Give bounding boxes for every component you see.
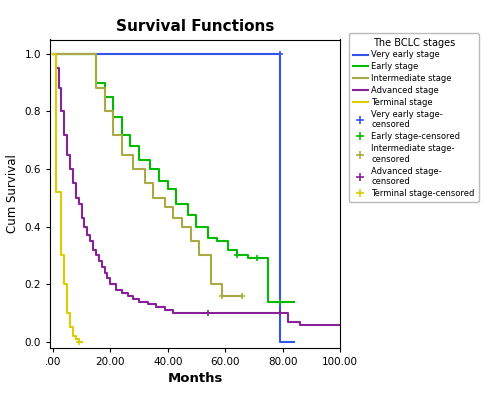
Y-axis label: Cum Survival: Cum Survival <box>6 154 19 233</box>
Title: Survival Functions: Survival Functions <box>116 19 274 34</box>
X-axis label: Months: Months <box>168 372 222 385</box>
Legend: Very early stage, Early stage, Intermediate stage, Advanced stage, Terminal stag: Very early stage, Early stage, Intermedi… <box>348 33 478 202</box>
